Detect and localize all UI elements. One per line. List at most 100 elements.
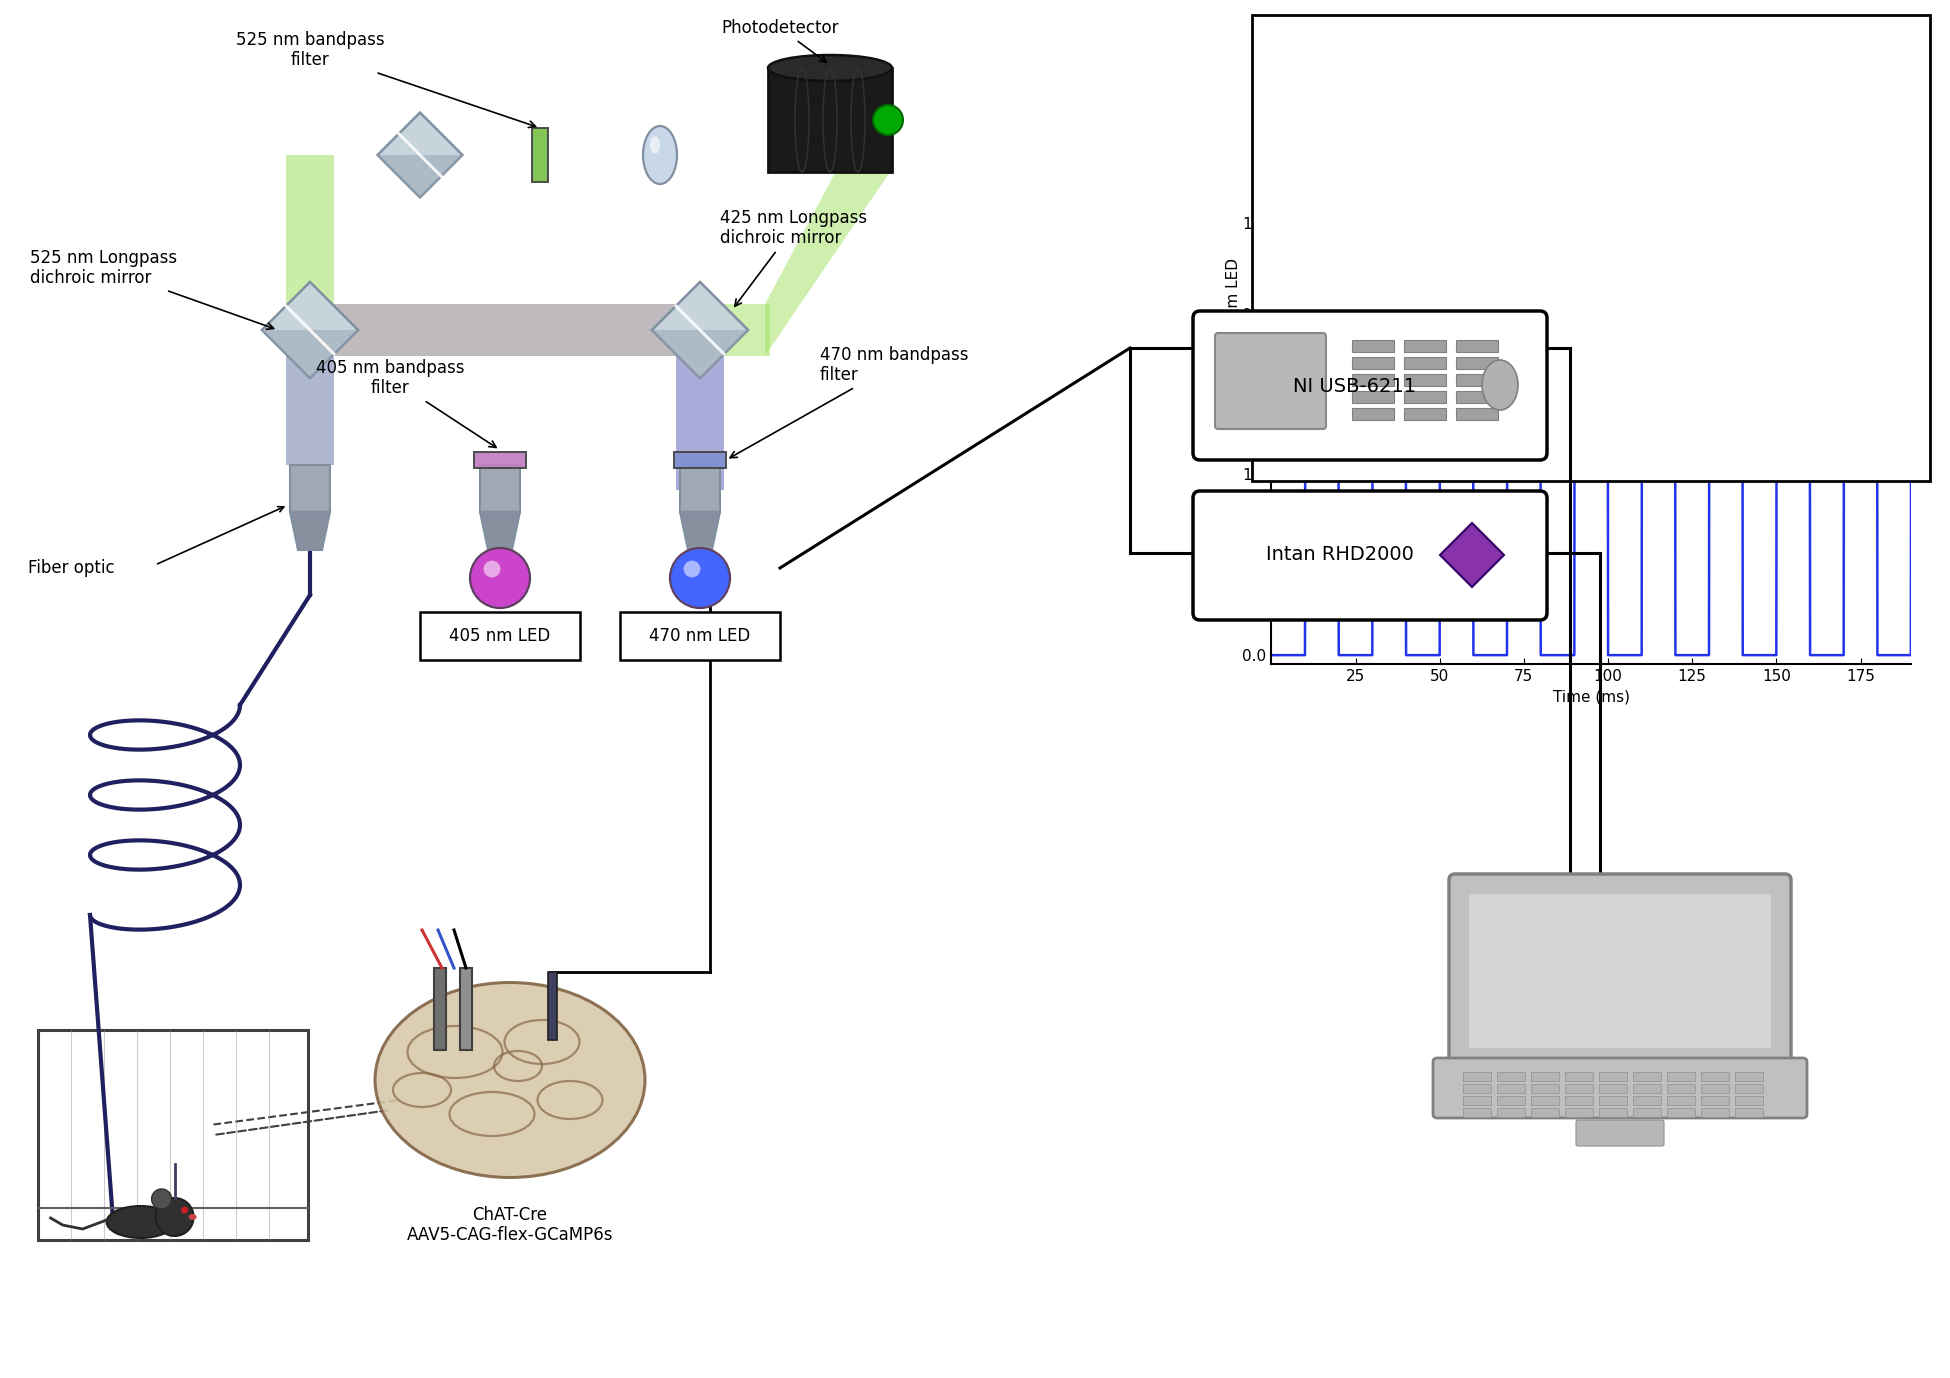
Text: NI USB-6211: NI USB-6211 [1293,376,1416,395]
Bar [1531,1108,1558,1118]
Circle shape [152,1189,172,1209]
Bar [1736,1084,1763,1093]
Bar [435,967,447,1050]
Polygon shape [681,511,720,550]
Bar [1566,1108,1593,1118]
Polygon shape [378,113,462,197]
Text: Intan RHD2000: Intan RHD2000 [1266,546,1414,565]
FancyBboxPatch shape [1193,311,1546,460]
Y-axis label: 405 nm LED: 405 nm LED [1227,258,1240,351]
Text: 425 nm Longpass
dichroic mirror: 425 nm Longpass dichroic mirror [720,208,868,306]
Ellipse shape [189,1214,197,1220]
Bar [460,967,472,1050]
FancyBboxPatch shape [1576,1120,1663,1146]
Bar [1736,1072,1763,1080]
Bar [1404,408,1447,420]
Bar [291,464,330,511]
Bar [1566,1084,1593,1093]
Bar [1457,408,1498,420]
Bar [1531,1096,1558,1105]
Bar [1351,357,1394,369]
Bar [681,464,720,511]
Circle shape [181,1207,187,1214]
Polygon shape [677,329,723,491]
Bar [1632,1108,1661,1118]
Polygon shape [764,70,889,356]
Bar [1498,1084,1525,1093]
Text: 405 nm LED: 405 nm LED [448,627,550,645]
Polygon shape [261,282,359,378]
Polygon shape [287,329,333,464]
Bar [1457,391,1498,402]
Bar [1632,1084,1661,1093]
Bar [1531,1084,1558,1093]
Bar [1667,1096,1695,1105]
Circle shape [671,548,729,608]
Polygon shape [1439,524,1503,587]
Circle shape [156,1197,193,1236]
Bar [1736,1096,1763,1105]
Ellipse shape [768,55,891,81]
FancyBboxPatch shape [1449,874,1790,1068]
Bar [548,971,558,1040]
Bar [1457,357,1498,369]
Bar [1351,340,1394,351]
Bar [1498,1108,1525,1118]
Bar [1667,1084,1695,1093]
Bar [1700,1096,1730,1105]
Bar [532,128,548,182]
Bar [37,1029,308,1240]
Text: 525 nm Longpass
dichroic mirror: 525 nm Longpass dichroic mirror [29,248,273,329]
Circle shape [470,548,530,608]
Bar [1599,1084,1626,1093]
Text: 405 nm bandpass
filter: 405 nm bandpass filter [316,358,495,448]
Bar [1566,1096,1593,1105]
Circle shape [684,561,700,577]
Bar [1351,391,1394,402]
Bar [474,452,526,469]
Circle shape [484,561,501,577]
Text: 470 nm LED: 470 nm LED [649,627,751,645]
Bar [768,68,891,172]
Bar [1462,1096,1492,1105]
FancyBboxPatch shape [1193,491,1546,620]
Bar [1667,1108,1695,1118]
Bar [1351,373,1394,386]
Text: ChAT-Cre
AAV5-CAG-flex-GCaMP6s: ChAT-Cre AAV5-CAG-flex-GCaMP6s [408,1206,612,1244]
Bar [1462,1072,1492,1080]
Bar [1498,1096,1525,1105]
Polygon shape [291,511,330,550]
Polygon shape [310,305,770,356]
FancyBboxPatch shape [1433,1058,1808,1118]
Bar [1404,373,1447,386]
Text: 525 nm bandpass
filter: 525 nm bandpass filter [236,30,536,128]
Bar [1498,1072,1525,1080]
Bar [1462,1084,1492,1093]
Bar [1404,357,1447,369]
Bar [1599,1072,1626,1080]
Bar [1457,373,1498,386]
Bar [1531,1072,1558,1080]
Bar [1632,1096,1661,1105]
Bar [1736,1108,1763,1118]
Polygon shape [677,329,723,491]
Bar [1462,1108,1492,1118]
Bar [1457,340,1498,351]
Ellipse shape [374,983,645,1177]
Polygon shape [651,329,749,378]
Polygon shape [261,329,359,378]
Bar [480,464,521,511]
Text: 470 nm bandpass
filter: 470 nm bandpass filter [729,346,969,457]
Text: Fiber optic: Fiber optic [27,559,115,577]
FancyBboxPatch shape [1252,15,1930,481]
Bar [1566,1072,1593,1080]
Bar [1667,1072,1695,1080]
Polygon shape [378,154,462,197]
Ellipse shape [107,1206,176,1237]
Bar [1700,1084,1730,1093]
X-axis label: Time (ms): Time (ms) [1552,689,1630,704]
Ellipse shape [649,136,661,154]
Polygon shape [287,154,333,329]
Ellipse shape [1482,360,1517,411]
Bar [1599,1108,1626,1118]
